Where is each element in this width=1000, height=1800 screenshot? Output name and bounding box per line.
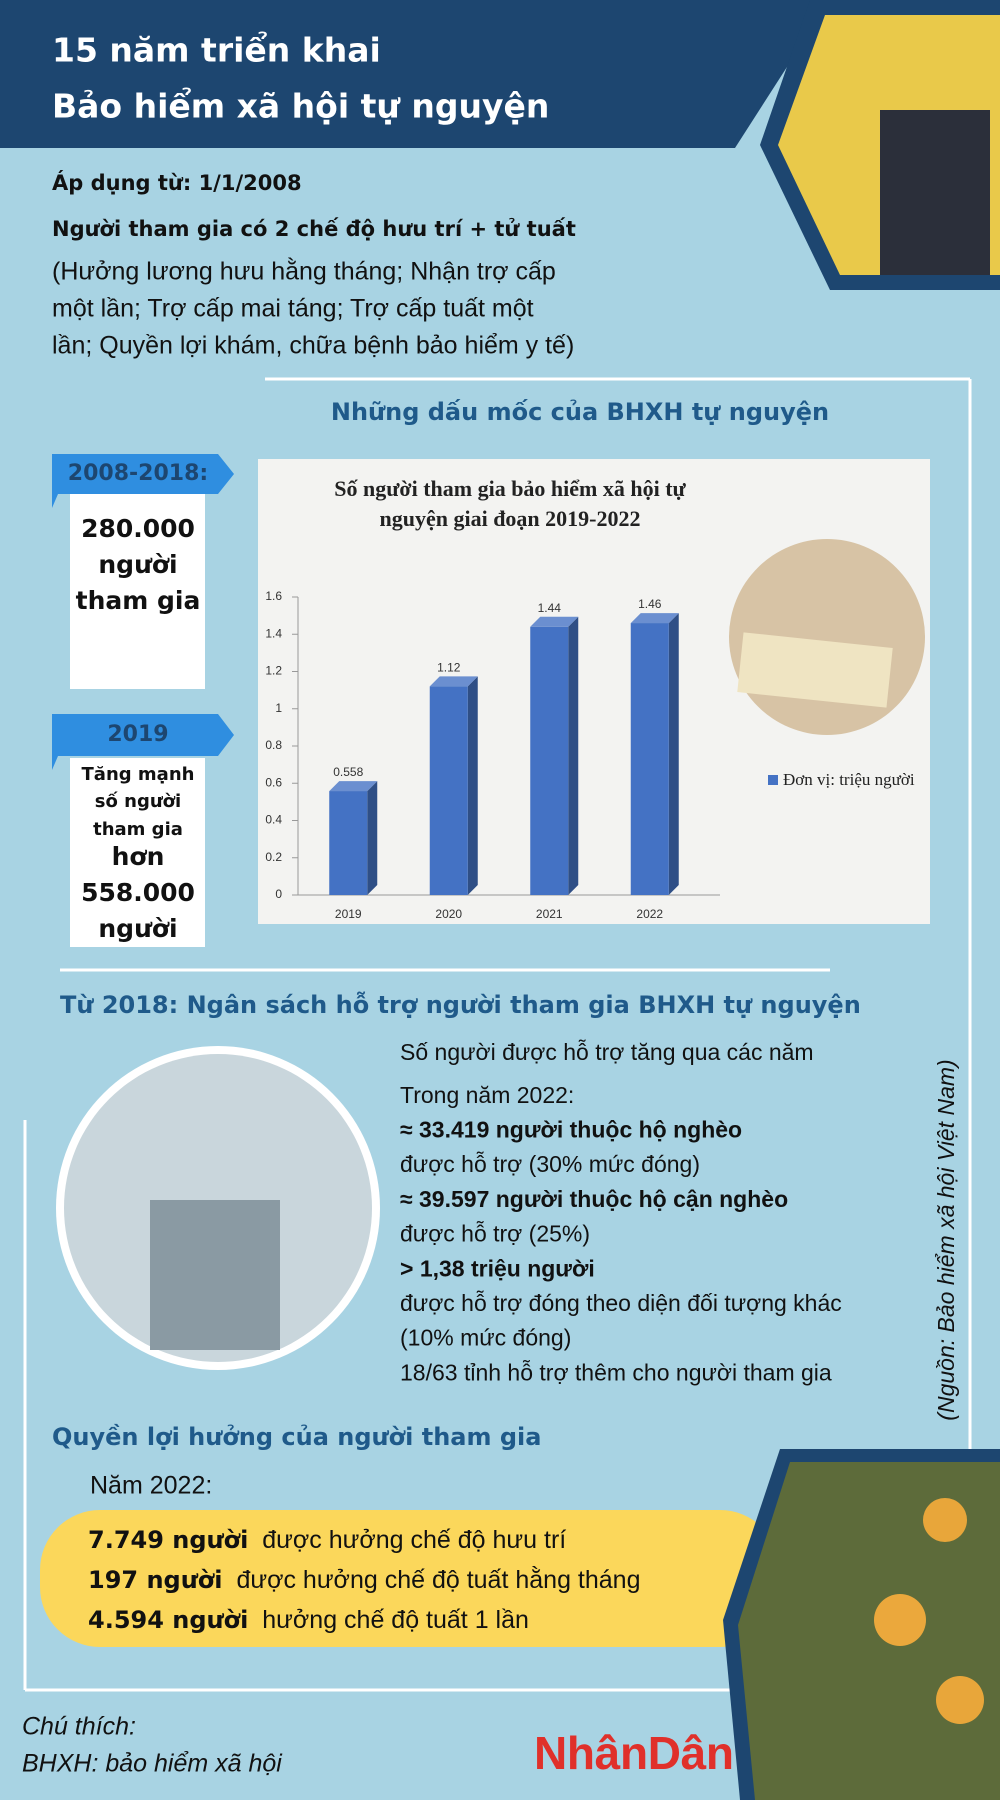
bar-top [429, 676, 478, 687]
benefit-count: 4.594 người [88, 1606, 248, 1634]
support-line: được hỗ trợ (30% mức đóng) [400, 1151, 700, 1177]
title-line: Bảo hiểm xã hội tự nguyện [52, 86, 549, 126]
value-label: 1.12 [437, 661, 461, 675]
value-label: 0.558 [333, 765, 363, 779]
milestone-text: hơn [112, 842, 165, 871]
legend-swatch [768, 775, 778, 785]
bar-side [467, 676, 478, 895]
detail-line: (Hưởng lương hưu hằng tháng; Nhận trợ cấ… [52, 257, 556, 286]
note-text: BHXH: bảo hiểm xã hội [22, 1750, 283, 1778]
value-label: 1.44 [538, 601, 562, 615]
milestone-box [70, 494, 205, 689]
detail-line: lần; Quyền lợi khám, chữa bệnh bảo hiểm … [52, 332, 574, 360]
bar-side [668, 613, 679, 895]
x-tick-label: 2021 [536, 907, 563, 921]
x-tick-label: 2020 [435, 907, 462, 921]
y-tick-label: 1.2 [265, 664, 282, 678]
bar-side [568, 616, 579, 895]
support-line: 18/63 tỉnh hỗ trợ thêm cho người tham gi… [400, 1359, 832, 1385]
detail-line: một lần; Trợ cấp mai táng; Trợ cấp tuất … [52, 295, 534, 323]
support-line: ≈ 33.419 người thuộc hộ nghèo [400, 1116, 742, 1142]
bar [329, 791, 368, 895]
section-title: Những dấu mốc của BHXH tự nguyện [331, 398, 829, 426]
milestone-box [70, 758, 205, 947]
source: (Nguồn: Bảo hiểm xã hội Việt Nam) [933, 1059, 959, 1420]
y-tick-label: 1.6 [265, 589, 282, 603]
title-line: 15 năm triển khai [52, 30, 381, 70]
photo-machine [150, 1200, 280, 1350]
photo-fruit [923, 1498, 967, 1542]
chart-title: Số người tham gia bảo hiểm xã hội tự ngu… [334, 476, 686, 531]
applied-date: Áp dụng từ: 1/1/2008 [52, 170, 302, 195]
milestone-period: 2019 [107, 722, 168, 747]
photo-people [880, 110, 990, 275]
bar-side [367, 781, 378, 895]
y-tick-label: 1.4 [265, 626, 282, 640]
benefit-line: 4.594 người hưởng chế độ tuất 1 lần [88, 1606, 529, 1634]
milestone-text: tham gia [93, 819, 183, 840]
milestone-text: tham gia [76, 586, 201, 615]
y-tick-label: 1 [275, 701, 282, 715]
x-tick-label: 2019 [335, 907, 362, 921]
milestone-text: số người [95, 791, 181, 812]
y-tick-label: 0.6 [265, 775, 282, 789]
bar [630, 623, 669, 895]
logo: NhânDân [534, 1727, 734, 1779]
benefit-line: 7.749 người được hưởng chế độ hưu trí [88, 1526, 566, 1554]
legend-label: Đơn vị: triệu người [783, 770, 915, 789]
support-line: Trong năm 2022: [400, 1082, 574, 1108]
benefit-text: hưởng chế độ tuất 1 lần [262, 1606, 529, 1634]
photo-fruit [874, 1594, 926, 1646]
highlight-box [40, 1510, 780, 1647]
section-title: Quyền lợi hưởng của người tham gia [52, 1423, 541, 1451]
y-tick-label: 0.4 [265, 813, 282, 827]
benefit-text: được hưởng chế độ tuất hằng tháng [236, 1565, 640, 1594]
bar-top [530, 616, 579, 627]
y-tick-label: 0.8 [265, 738, 282, 752]
photo-orchard [738, 1462, 1000, 1800]
bar [530, 626, 569, 895]
milestone-text: 558.000 [81, 878, 195, 907]
y-tick-label: 0 [275, 887, 282, 901]
benefit-text: được hưởng chế độ hưu trí [262, 1526, 566, 1554]
bar [429, 686, 468, 895]
note-label: Chú thích: [22, 1713, 136, 1741]
regimes: Người tham gia có 2 chế độ hưu trí + tử … [52, 217, 576, 241]
y-tick-label: 0.2 [265, 850, 282, 864]
support-line: Số người được hỗ trợ tăng qua các năm [400, 1039, 814, 1065]
support-line: được hỗ trợ đóng theo diện đối tượng khá… [400, 1290, 842, 1316]
milestone-text: người [98, 914, 177, 943]
benefits-year: Năm 2022: [90, 1472, 212, 1500]
milestone-text: 280.000 [81, 514, 195, 543]
milestone-text: người [98, 550, 177, 579]
milestone-tag [52, 454, 234, 508]
x-tick-label: 2022 [636, 907, 663, 921]
bar-top [329, 781, 378, 792]
photo-sign [737, 632, 893, 708]
photo-fruit [936, 1676, 984, 1724]
milestone-tag [52, 714, 234, 770]
support-line: ≈ 39.597 người thuộc hộ cận nghèo [400, 1186, 788, 1212]
value-label: 1.46 [638, 597, 662, 611]
bar-top [630, 613, 679, 624]
benefit-count: 7.749 người [88, 1526, 248, 1554]
benefit-count: 197 người [88, 1566, 223, 1594]
support-line: được hỗ trợ (25%) [400, 1221, 590, 1247]
benefit-line: 197 người được hưởng chế độ tuất hằng th… [88, 1565, 640, 1594]
section-title: Từ 2018: Ngân sách hỗ trợ người tham gia… [60, 990, 861, 1019]
support-line: > 1,38 triệu người [400, 1255, 595, 1281]
milestone-text: Tăng mạnh [82, 764, 195, 785]
milestone-period: 2008-2018: [68, 461, 208, 486]
header-band [0, 0, 830, 148]
support-line: (10% mức đóng) [400, 1325, 571, 1351]
